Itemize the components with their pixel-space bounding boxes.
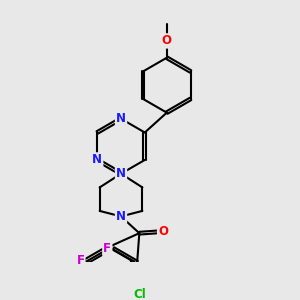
Text: N: N (92, 153, 102, 167)
Text: O: O (162, 34, 172, 47)
Text: N: N (116, 167, 126, 180)
Text: O: O (158, 225, 168, 238)
Text: Cl: Cl (134, 288, 147, 300)
Text: N: N (116, 210, 126, 223)
Text: F: F (76, 254, 84, 267)
Text: N: N (116, 112, 126, 125)
Text: F: F (103, 242, 111, 255)
